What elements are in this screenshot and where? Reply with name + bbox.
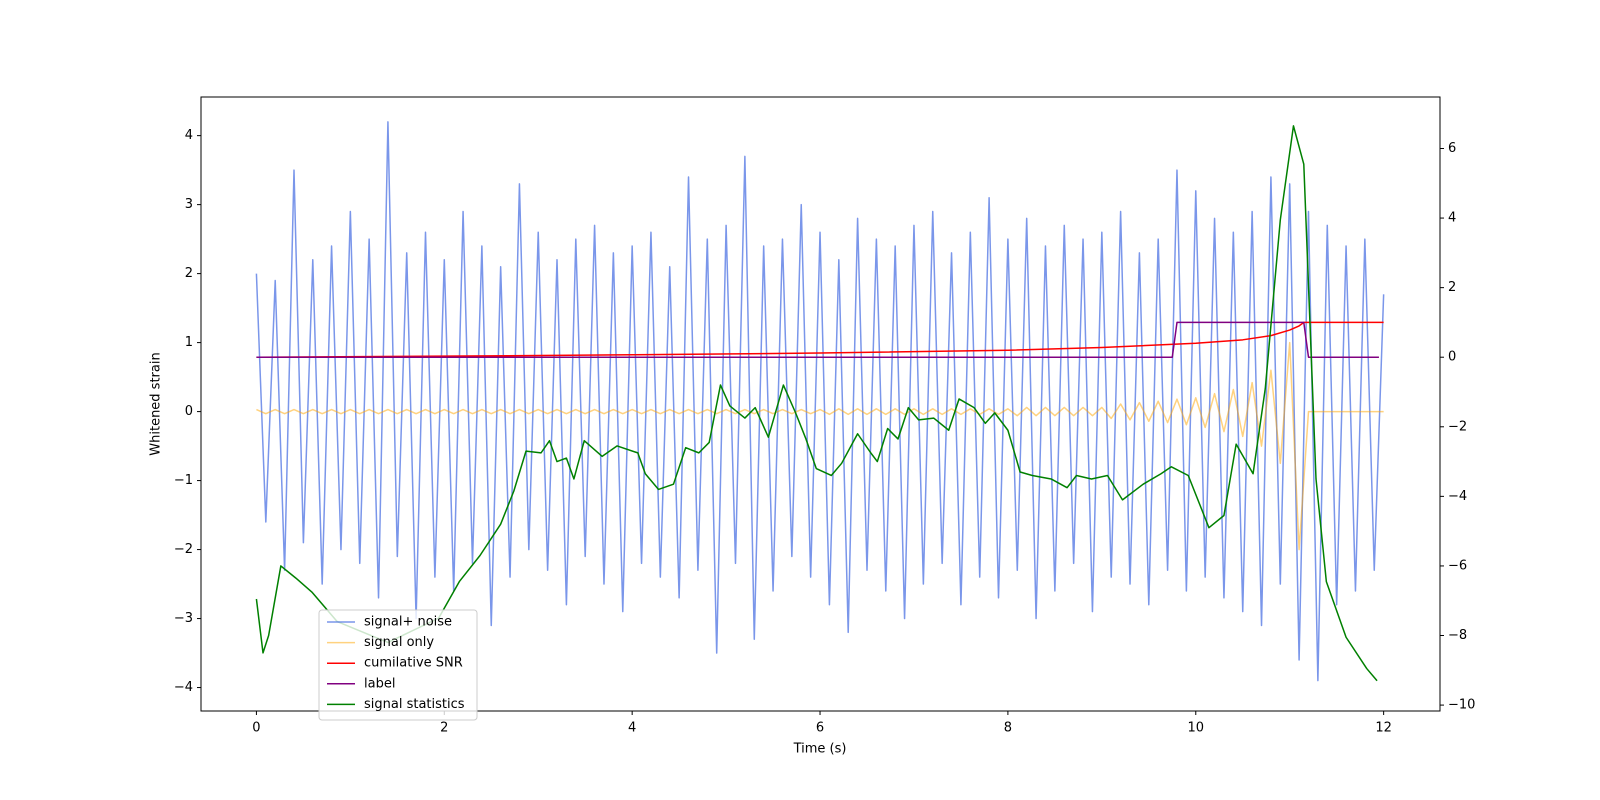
y-tick-label: 2 [185,266,193,281]
series-line [256,321,1384,358]
y-tick-label: 3 [185,197,193,212]
y2-tick-label: −4 [1448,489,1467,504]
legend-label: signal statistics [364,697,465,712]
plot-area [255,121,1385,682]
y2-tick-label: −2 [1448,419,1467,434]
x-tick-label: 12 [1375,721,1392,736]
x-tick-label: 2 [440,721,448,736]
series-line [255,125,1378,682]
x-tick-label: 8 [1004,721,1012,736]
legend-label: label [364,676,395,691]
y2-tick-label: −10 [1448,698,1475,713]
x-tick-label: 4 [628,721,636,736]
y-tick-label: −2 [174,542,193,557]
legend-label: signal only [364,635,434,650]
x-tick-label: 10 [1187,721,1204,736]
y-tick-label: 4 [185,128,193,143]
x-axis-label: Time (s) [793,742,847,757]
y-axis-label: Whitened strain [149,352,164,455]
y2-tick-label: 2 [1448,280,1456,295]
legend-label: cumilative SNR [364,656,463,671]
legend: signal+ noise signal only cumilative SNR la… [318,609,478,721]
x-tick-label: 6 [816,721,824,736]
y2-tick-label: −6 [1448,558,1467,573]
series-line [256,341,1384,551]
legend-label: signal+ noise [364,615,452,630]
y-tick-label: 1 [185,335,193,350]
series-line [255,121,1385,682]
legend-box [318,609,478,721]
series-line [256,321,1379,358]
y2-tick-label: 6 [1448,141,1456,156]
y-tick-label: −4 [174,680,193,695]
x-tick-label: 0 [252,721,260,736]
y2-tick-label: −8 [1448,628,1467,643]
y-tick-label: −3 [174,611,193,626]
y2-tick-label: 4 [1448,211,1456,226]
y2-tick-label: 0 [1448,350,1456,365]
y-tick-label: −1 [174,473,193,488]
y-tick-label: 0 [185,404,193,419]
